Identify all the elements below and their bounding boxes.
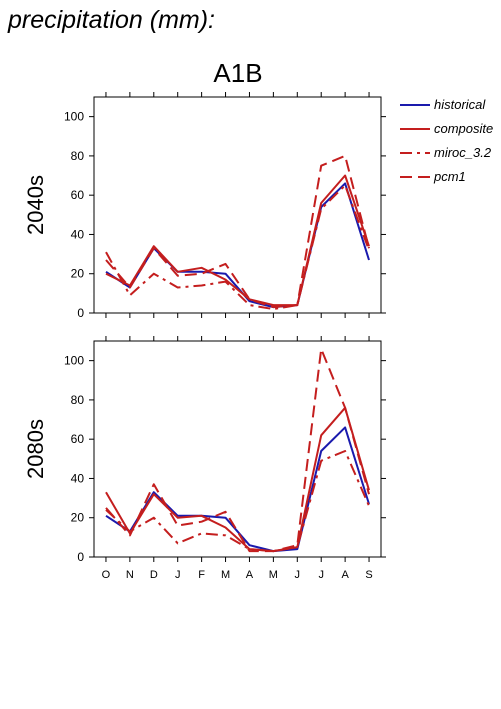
series-line-composite (105, 174, 370, 307)
series-line-miroc_3.2 (105, 184, 370, 311)
legend-item: historical (400, 97, 486, 112)
x-tick-label: O (102, 569, 111, 581)
x-tick-label: J (175, 569, 181, 581)
x-tick-label: S (365, 569, 372, 581)
legend-item: miroc_3.2 (400, 145, 492, 160)
panels: 0 20 40 60 80 100 2040s 0 20 40 60 80 100 O N D J F M A M J J A… (23, 92, 386, 581)
y-tick-label: 20 (71, 511, 85, 525)
panel-label: 2040s (23, 175, 48, 235)
y-tick-label: 60 (71, 432, 85, 446)
panel-2080s: 0 20 40 60 80 100 O N D J F M A M J J A S 2080s (23, 336, 386, 581)
y-tick-label: 20 (71, 267, 85, 281)
y-tick-label: 100 (64, 110, 84, 124)
x-tick-label: M (269, 569, 278, 581)
y-tick-label: 80 (71, 393, 85, 407)
y-tick-label: 40 (71, 471, 85, 485)
x-tick-label: N (126, 569, 134, 581)
y-tick-label: 80 (71, 149, 85, 163)
y-tick-label: 0 (77, 306, 84, 320)
x-tick-label: A (341, 569, 349, 581)
panel-2040s: 0 20 40 60 80 100 2040s (23, 92, 386, 320)
series-line-historical (105, 426, 370, 553)
y-tick-label: 40 (71, 227, 85, 241)
legend-label: composite (434, 121, 493, 136)
legend-label: pcm1 (433, 169, 466, 184)
y-tick-label: 60 (71, 188, 85, 202)
panel-label: 2080s (23, 419, 48, 479)
legend-item: pcm1 (400, 169, 466, 184)
x-tick-label: J (295, 569, 301, 581)
y-tick-label: 0 (77, 550, 84, 564)
series-line-composite (105, 406, 370, 553)
plot-frame (93, 340, 382, 558)
scenario-title: A1B (213, 58, 262, 88)
legend-label: historical (434, 97, 486, 112)
x-tick-label: F (198, 569, 205, 581)
x-tick-label: A (246, 569, 254, 581)
series-line-miroc_3.2 (105, 450, 370, 553)
legend-item: composite (400, 121, 493, 136)
plot-frame (93, 96, 382, 314)
figure-title: precipitation (mm): (8, 6, 215, 34)
x-tick-label: J (318, 569, 324, 581)
x-tick-label: D (150, 569, 158, 581)
legend-label: miroc_3.2 (434, 145, 492, 160)
legend: historical composite miroc_3.2 pcm1 (400, 97, 493, 184)
y-tick-label: 100 (64, 354, 84, 368)
x-tick-label: M (221, 569, 230, 581)
series-line-pcm1 (105, 347, 370, 553)
series-line-pcm1 (105, 154, 370, 309)
